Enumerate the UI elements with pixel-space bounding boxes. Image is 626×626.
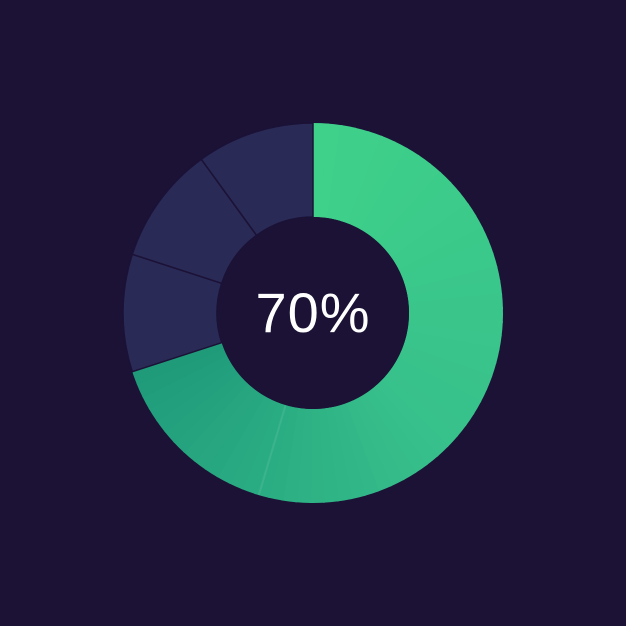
progress-percent-label: 70% xyxy=(255,285,370,341)
chart-stage: 70% xyxy=(0,0,626,626)
